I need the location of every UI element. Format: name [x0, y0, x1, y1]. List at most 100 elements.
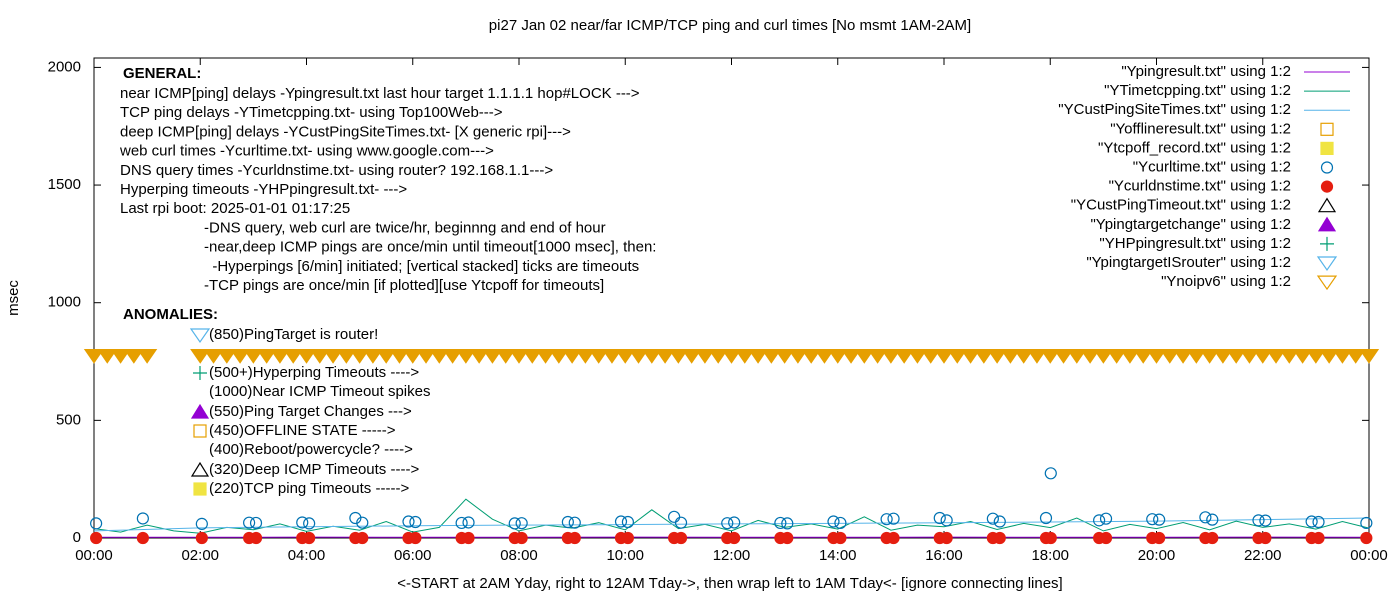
series-marker [90, 517, 103, 530]
series-marker [190, 349, 211, 364]
x-tick-label: 10:00 [606, 547, 644, 564]
series-marker [827, 349, 848, 364]
series-marker [834, 516, 847, 530]
series-marker [1259, 514, 1272, 527]
series-marker [336, 349, 357, 364]
x-tick-label: 20:00 [1138, 547, 1176, 564]
legend-swatch [1320, 161, 1334, 174]
series-marker [322, 349, 344, 364]
series-marker [83, 349, 105, 364]
series-marker [1000, 349, 1021, 364]
series-marker [1345, 349, 1366, 364]
annotation-line: (500+)Hyperping Timeouts ----> [209, 364, 419, 381]
annotation-heading: ANOMALIES: [123, 306, 218, 323]
series-marker [249, 531, 263, 545]
x-axis-label: <-START at 2AM Yday, right to 12AM Tday-… [397, 575, 1062, 592]
series-marker [1153, 531, 1166, 545]
series-marker [840, 349, 862, 364]
legend-swatch [1320, 122, 1334, 136]
series-marker [296, 516, 309, 529]
series-marker [674, 516, 688, 529]
series-marker [615, 349, 636, 364]
series-marker [708, 349, 729, 364]
x-tick-label: 00:00 [1350, 547, 1388, 564]
legend-label: "Yofflineresult.txt" using 1:2 [1110, 120, 1291, 137]
series-marker [1305, 349, 1327, 364]
y-axis-label: msec [5, 280, 22, 316]
series-marker [801, 349, 822, 364]
series-marker [376, 349, 397, 364]
series-marker [1133, 349, 1154, 364]
annotation-line: web curl times -Ycurltime.txt- using www… [119, 143, 494, 160]
series-marker [1186, 349, 1207, 364]
series-marker [136, 531, 149, 545]
series-marker [462, 516, 475, 529]
series-marker [854, 349, 875, 364]
series-marker [195, 531, 208, 545]
series-marker [1066, 349, 1087, 364]
legend-label: "YCustPingSiteTimes.txt" using 1:2 [1058, 101, 1291, 118]
series-marker [1206, 513, 1219, 526]
series-marker [721, 517, 734, 530]
annotation-line: (220)TCP ping Timeouts -----> [209, 480, 409, 497]
series-marker [734, 349, 755, 364]
series-marker [243, 349, 264, 364]
series-marker [462, 531, 475, 545]
series-marker [522, 349, 543, 364]
series-marker [814, 349, 835, 364]
annotation-line: (320)Deep ICMP Timeouts ----> [209, 461, 419, 478]
series-marker [1039, 511, 1053, 525]
annotation-line: (550)Ping Target Changes ---> [209, 403, 412, 420]
series-marker [887, 531, 900, 545]
series-marker [409, 515, 422, 529]
legend-label: "YCustPingTimeout.txt" using 1:2 [1071, 197, 1291, 214]
series-marker [1106, 349, 1127, 364]
series-marker [402, 349, 423, 364]
series-marker [721, 349, 742, 364]
series-marker [1319, 349, 1340, 364]
series-marker [568, 531, 581, 545]
series-marker [195, 517, 208, 530]
series-marker [1172, 349, 1194, 364]
series-marker [1093, 514, 1106, 527]
series-marker [940, 514, 953, 527]
series-marker [548, 349, 569, 364]
series-marker [515, 517, 528, 530]
legend-swatch [1316, 256, 1338, 272]
x-tick-label: 12:00 [713, 547, 751, 564]
series-marker [774, 349, 795, 364]
series-marker [1044, 467, 1057, 480]
legend-swatch [1320, 236, 1334, 251]
series-marker [455, 349, 477, 364]
series-marker [249, 516, 263, 530]
annotation-icon [193, 424, 207, 438]
series-marker [303, 531, 316, 545]
series-marker [960, 349, 981, 364]
series-marker [621, 531, 635, 545]
series-marker [1212, 349, 1234, 364]
legend-label: "Ypingtargetchange" using 1:2 [1090, 216, 1291, 233]
series-marker [1040, 349, 1061, 364]
x-tick-label: 18:00 [1031, 547, 1069, 564]
series-marker [269, 349, 291, 364]
legend-swatch [1317, 216, 1337, 232]
series-marker [203, 349, 224, 364]
legend-label: "Ycurltime.txt" using 1:2 [1133, 158, 1291, 175]
annotation-line: (400)Reboot/powercycle? ----> [209, 441, 413, 458]
series-marker [482, 349, 503, 364]
x-tick-label: 02:00 [181, 547, 219, 564]
series-marker [614, 515, 628, 528]
series-marker [362, 349, 384, 364]
series-line [93, 498, 1370, 534]
y-tick-label: 1000 [48, 294, 81, 311]
annotation-line: TCP ping delays -YTimetcpping.txt- using… [120, 104, 503, 121]
legend-swatch [1317, 197, 1337, 213]
series-marker [1360, 531, 1373, 545]
series-marker [429, 349, 450, 364]
series-marker [894, 349, 915, 364]
series-marker [561, 515, 574, 529]
y-tick-label: 1500 [48, 176, 81, 193]
series-marker [97, 349, 118, 364]
